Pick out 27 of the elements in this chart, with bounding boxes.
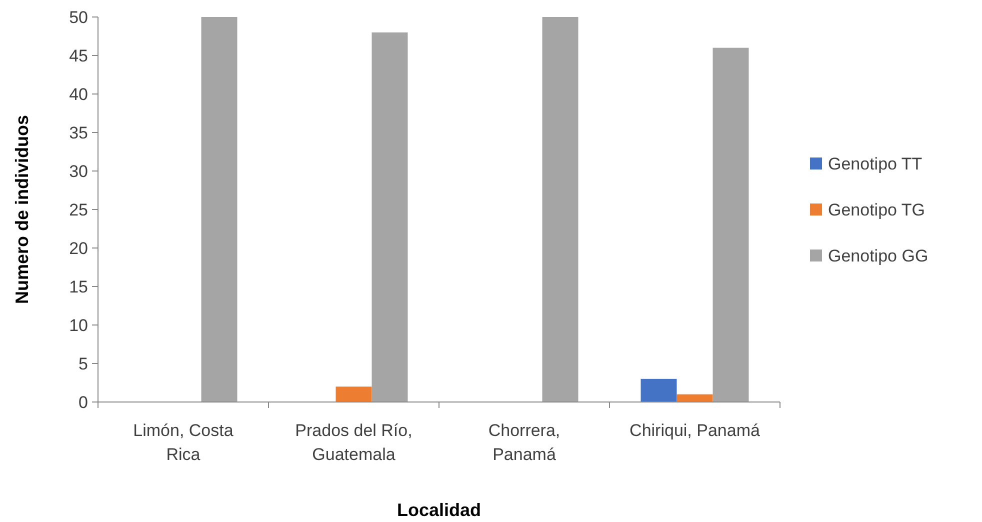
y-tick-label: 0 <box>78 392 88 412</box>
bar <box>676 394 713 402</box>
x-axis-title: Localidad <box>396 500 482 520</box>
x-tick-label: Chiriqui, Panamá <box>630 421 760 440</box>
y-tick-label: 10 <box>69 316 88 335</box>
bar <box>372 32 408 402</box>
y-tick-label: 30 <box>69 162 88 181</box>
legend-label: Genotipo TG <box>828 200 926 220</box>
y-tick-label: 35 <box>69 123 88 142</box>
x-tick-label: Prados del Río, Guatemala <box>295 421 412 464</box>
y-tick-label: 45 <box>69 46 88 66</box>
bar <box>201 17 238 402</box>
x-tick-label: Limón, Costa Rica <box>133 421 234 464</box>
bar <box>640 378 677 402</box>
legend-label: Genotipo GG <box>828 246 928 266</box>
bar <box>336 386 372 402</box>
y-tick-label: 5 <box>78 354 88 374</box>
y-tick-label: 20 <box>69 238 88 258</box>
y-tick-label: 40 <box>69 84 88 104</box>
y-axis-title: Numero de individuos <box>12 114 32 304</box>
y-tick-label: 25 <box>69 200 88 220</box>
bar <box>712 48 749 402</box>
y-tick-label: 50 <box>69 8 88 27</box>
y-tick-label: 15 <box>69 277 88 296</box>
bar <box>542 17 578 402</box>
x-tick-label: Chorrera, Panamá <box>488 421 560 464</box>
legend-label: Genotipo TT <box>828 154 922 174</box>
